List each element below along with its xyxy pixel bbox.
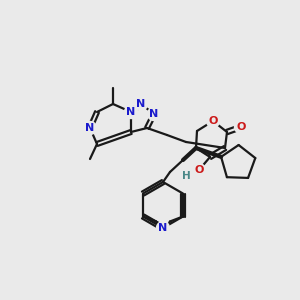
Text: N: N: [136, 99, 146, 109]
Text: O: O: [194, 165, 204, 175]
Circle shape: [235, 121, 248, 134]
Circle shape: [157, 221, 169, 235]
Text: N: N: [158, 223, 168, 233]
Circle shape: [193, 164, 206, 176]
Text: N: N: [149, 109, 159, 119]
Text: O: O: [236, 122, 246, 132]
Circle shape: [83, 122, 97, 134]
Circle shape: [134, 98, 148, 110]
Circle shape: [206, 115, 220, 128]
Text: N: N: [85, 123, 94, 133]
Text: H: H: [182, 171, 190, 181]
Circle shape: [148, 107, 160, 121]
Text: N: N: [126, 107, 136, 117]
Circle shape: [179, 169, 193, 182]
Text: O: O: [208, 116, 218, 126]
Circle shape: [124, 106, 137, 118]
